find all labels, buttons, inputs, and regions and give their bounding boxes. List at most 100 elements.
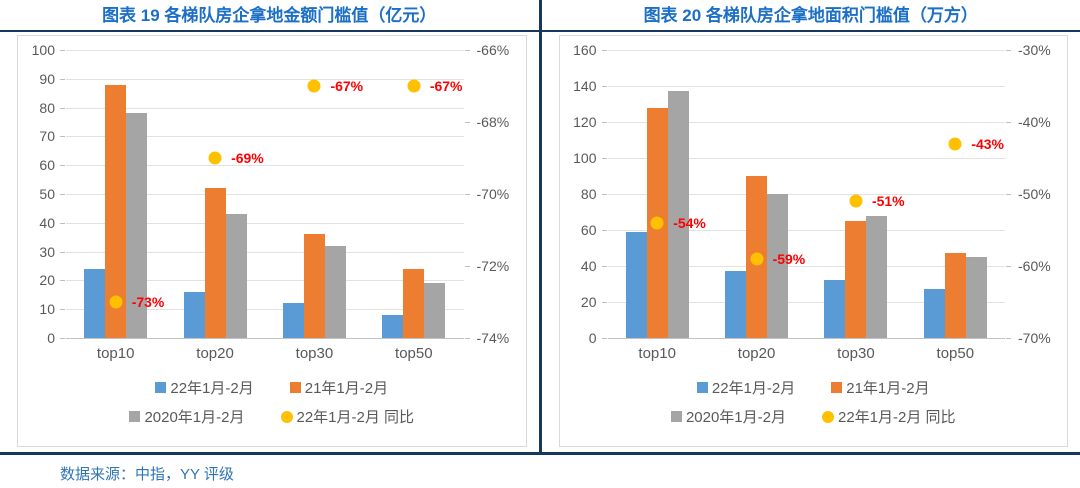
legend-item-y22: 22年1月-2月 [155,377,254,398]
yoy-dot [407,79,421,93]
gridline [607,86,1005,87]
panel-chart-20: 图表 20 各梯队房企拿地面积门槛值（万方） 160 140 120 100 80 60 4… [541,0,1080,452]
y2-axis-tick-label: -70% [1018,330,1051,346]
bar-y22 [625,231,647,338]
yoy-dot-label: -67% [429,78,463,94]
gridline [66,309,464,311]
bar-y21 [944,253,966,338]
legend-square-marker [155,382,167,393]
yoy-dot [849,194,863,208]
yoy-dot [948,137,962,151]
y-axis-tick-label: 160 [573,42,597,58]
legend-label-y22: 22年1月-2月 [711,380,796,397]
y2-axis-tick-label: -66% [476,42,510,58]
legend: 22年1月-2月 21年1月-2月 2020年1月-2月 22年1月-2月 同比 [564,377,1064,427]
plot-area-row: 160 140 120 100 80 60 40 20 0 -54% -59% -51% -43% -30… [564,42,1064,346]
gridline [607,50,1005,51]
yoy-dot-label: -54% [673,214,706,231]
gridline [607,194,1005,195]
y-axis-tick-label: 60 [39,157,55,174]
y-axis-tick-mark [601,338,607,339]
y2-axis-tick-mark [464,266,470,267]
y-axis-tick-mark [60,50,65,51]
legend-item-yoy: 22年1月-2月 同比 [280,406,415,427]
y2-axis-tick-mark [464,50,470,51]
x-axis-category-label: top30 [837,345,875,362]
y2-axis-tick-label: -74% [476,330,510,346]
y-axis-tick-label: 100 [573,150,597,166]
y2-axis-tick-mark [1006,266,1011,267]
plot-area-row: 100 90 80 70 60 50 40 30 20 10 0 -73% -69% -67% -67% -6… [22,42,522,346]
y-axis-tick-label: 140 [573,78,597,94]
y-axis-tick-label: 20 [580,294,597,310]
legend-row: 2020年1月-2月 22年1月-2月 同比 [670,406,956,427]
y-axis-tick-mark [601,302,607,303]
chart-panels: 图表 19 各梯队房企拿地金额门槛值（亿元） 100 90 80 70 60 50 40 30… [0,0,1080,452]
bar-y21 [403,268,425,338]
y-axis-tick-label: 30 [39,243,55,260]
yoy-dot-label: -67% [330,78,364,94]
gridline [607,122,1005,123]
gridline [66,194,464,195]
bar-y20 [866,215,888,338]
x-axis-category-label: top10 [638,345,676,362]
legend-label-y20: 2020年1月-2月 [144,409,245,426]
panel-divider [538,0,542,452]
x-axis-labels: top10 top20 top30 top50 [66,345,464,365]
gridline [66,222,464,224]
chart-19-title-rule [0,30,539,32]
legend-label-y21: 21年1月-2月 [846,380,930,397]
bar-group-top20 [707,50,806,338]
bottom-rule [0,452,1080,455]
plot-area: -73% -69% -67% -67% [66,50,464,339]
bar-y22 [923,289,945,338]
yoy-dot [208,151,222,165]
bar-y20 [324,245,346,338]
bar-y22 [725,271,747,338]
bar-group-top30 [265,50,364,338]
y-axis-tick-label: 10 [39,301,55,318]
y2-axis-tick-mark [1006,122,1011,123]
bar-y20 [667,91,689,338]
chart-20-title-rule [541,30,1080,32]
gridline [607,338,1005,339]
bar-group-top20 [165,50,264,338]
y-axis-tick-mark [601,194,607,195]
y-axis-tick-label: 50 [39,186,55,202]
y-axis-tick-label: 0 [588,330,597,346]
gridline [66,136,464,138]
y-axis-tick-mark [601,50,607,51]
x-axis-category-label: top50 [395,345,433,362]
legend-row: 22年1月-2月 21年1月-2月 [696,377,930,398]
gridline [607,230,1005,231]
y2-axis-tick-mark [1006,194,1011,195]
legend-row: 22年1月-2月 21年1月-2月 [155,377,388,398]
bar-group-top50 [364,50,463,338]
bar-y21 [303,234,325,338]
y2-axis-tick-mark [464,122,470,123]
bar-y21 [845,221,867,338]
yoy-dot [650,216,664,230]
legend-item-y22: 22年1月-2月 [696,377,796,398]
bar-y22 [84,268,106,338]
bar-groups [608,50,1006,338]
plot-area: -54% -59% -51% -43% [607,50,1006,339]
y-axis-tick-mark [60,309,65,311]
bar-y21 [105,84,127,338]
y-axis-tick-label: 20 [39,272,55,289]
y-axis-tick-label: 80 [580,186,597,202]
legend-label-yoy: 22年1月-2月 同比 [296,409,415,426]
y-axis-tick-label: 40 [580,258,597,274]
y-axis-tick-mark [60,78,65,80]
legend: 22年1月-2月 21年1月-2月 2020年1月-2月 22年1月-2月 同比 [22,377,522,427]
yoy-dot-label: -59% [772,250,806,267]
bar-y20 [225,214,247,338]
y-axis-left: 100 90 80 70 60 50 40 30 20 10 0 [22,42,66,346]
bar-group-top10 [66,50,165,338]
panel-chart-19: 图表 19 各梯队房企拿地金额门槛值（亿元） 100 90 80 70 60 50 40 30… [0,0,539,452]
legend-item-y20: 2020年1月-2月 [670,406,786,427]
y-axis-tick-mark [60,107,65,109]
yoy-dot [750,252,764,266]
y-axis-tick-mark [601,266,607,267]
gridline [66,107,464,109]
